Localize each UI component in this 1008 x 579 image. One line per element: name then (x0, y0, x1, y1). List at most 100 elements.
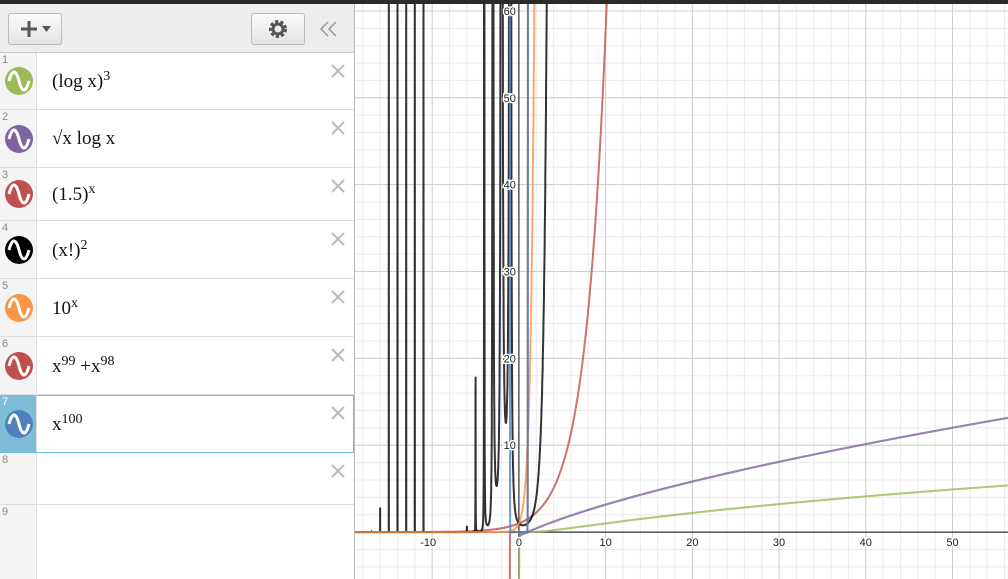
x-tick-label: 30 (773, 537, 785, 549)
delete-x (331, 290, 345, 304)
graph-color-icon[interactable] (4, 124, 34, 154)
toolbar (0, 4, 354, 53)
row-number: 9 (2, 506, 9, 518)
expression-row[interactable]: 4 (x!)2 (0, 221, 354, 279)
expression-text: +x (75, 355, 101, 377)
expression-row[interactable]: 9 (0, 505, 354, 579)
expression-math: (1.5)x (52, 182, 95, 206)
delete-button[interactable] (330, 347, 346, 363)
row-gutter: 9 (0, 505, 37, 579)
function-curve (508, 4, 529, 534)
function-curve (355, 4, 536, 534)
delete-x (331, 348, 345, 362)
delete-x (331, 179, 345, 193)
add-button[interactable] (8, 13, 62, 45)
delete-x (331, 464, 345, 478)
settings-button[interactable] (251, 13, 305, 45)
expression-row[interactable]: 8 (0, 453, 354, 505)
expression-text: x (52, 355, 62, 377)
graph-color-icon[interactable] (4, 409, 34, 439)
add-icon (21, 21, 51, 37)
expression-text: 10 (52, 297, 71, 319)
icon-wave (7, 413, 31, 434)
x-tick-label: 10 (599, 537, 611, 549)
function-curve (517, 416, 1008, 536)
row-gutter: 6 (0, 337, 37, 394)
expression-row[interactable]: 5 10x (0, 279, 354, 337)
row-gutter: 5 (0, 279, 37, 336)
row-number: 3 (2, 169, 9, 181)
expression-math: √x log x (52, 128, 115, 150)
function-curve (355, 4, 608, 534)
expression-row[interactable]: 3 (1.5)x (0, 168, 354, 221)
function-curve (355, 4, 548, 534)
expression-text: √x log x (52, 127, 116, 149)
row-gutter: 1 (0, 53, 37, 109)
expression-exponent: x (88, 181, 96, 197)
expression-exponent: 98 (100, 353, 115, 369)
expression-row[interactable]: 2 √x log x (0, 110, 354, 168)
graph-color-icon[interactable] (4, 351, 34, 381)
icon-wave (7, 297, 31, 318)
y-tick-label: 40 (504, 180, 516, 192)
delete-button[interactable] (330, 231, 346, 247)
delete-button[interactable] (330, 463, 346, 479)
expression-math: x99 +x98 (52, 353, 114, 377)
expression-text: (x!) (52, 239, 81, 261)
y-tick-label: 20 (504, 353, 516, 365)
row-gutter: 7 (0, 395, 37, 452)
function-curve (518, 484, 1008, 579)
x-tick-label: 40 (860, 537, 872, 549)
row-gutter: 4 (0, 221, 37, 278)
expression-text: x (52, 413, 62, 435)
curves (355, 4, 1008, 579)
delete-x (331, 232, 345, 246)
row-number: 1 (2, 54, 9, 66)
y-tick-label: 60 (504, 6, 516, 18)
expression-exponent: 3 (103, 68, 111, 84)
expression-math: 10x (52, 295, 78, 319)
y-tick-label: 10 (504, 440, 516, 452)
delete-button[interactable] (330, 178, 346, 194)
icon-wave (7, 128, 31, 149)
delete-x (331, 121, 345, 135)
row-number: 8 (2, 454, 9, 466)
row-gutter: 2 (0, 110, 37, 167)
delete-button[interactable] (330, 289, 346, 305)
expression-list: 1 (log x)3 2 √x log x 3 (1.5)x 4 (x!)2 5 10x 6 x99 … (0, 53, 354, 579)
icon-wave (7, 70, 31, 92)
expression-row[interactable]: 1 (log x)3 (0, 53, 354, 110)
expression-text: (log x) (52, 71, 104, 93)
row-gutter: 3 (0, 168, 37, 220)
expression-math: (x!)2 (52, 237, 87, 261)
graph-color-icon[interactable] (4, 235, 34, 265)
icon-wave (7, 355, 31, 376)
expression-row[interactable]: 6 x99 +x98 (0, 337, 354, 395)
row-number: 7 (2, 396, 9, 408)
delete-button[interactable] (330, 405, 346, 421)
delete-x (331, 64, 345, 78)
top-bar (0, 0, 1008, 4)
collapse-button[interactable] (318, 20, 340, 38)
gear-icon (269, 20, 287, 38)
row-number: 2 (2, 111, 9, 123)
row-gutter: 8 (0, 453, 37, 504)
expression-text: (1.5) (52, 184, 89, 206)
graph-color-icon[interactable] (4, 293, 34, 323)
graph-color-icon[interactable] (4, 179, 34, 209)
x-tick-label: 50 (946, 537, 958, 549)
expression-exponent: 100 (61, 411, 83, 427)
x-tick-label: 20 (686, 537, 698, 549)
graph-color-icon[interactable] (4, 66, 34, 96)
x-tick-label: 0 (516, 537, 522, 549)
delete-button[interactable] (330, 63, 346, 79)
icon-wave (7, 239, 31, 260)
x-tick-label: -10 (420, 537, 436, 549)
delete-button[interactable] (330, 120, 346, 136)
expression-panel: 1 (log x)3 2 √x log x 3 (1.5)x 4 (x!)2 5 10x 6 x99 … (0, 4, 355, 579)
icon-wave (7, 183, 31, 205)
expression-row[interactable]: 7 x100 (0, 395, 354, 453)
delete-x (331, 406, 345, 420)
